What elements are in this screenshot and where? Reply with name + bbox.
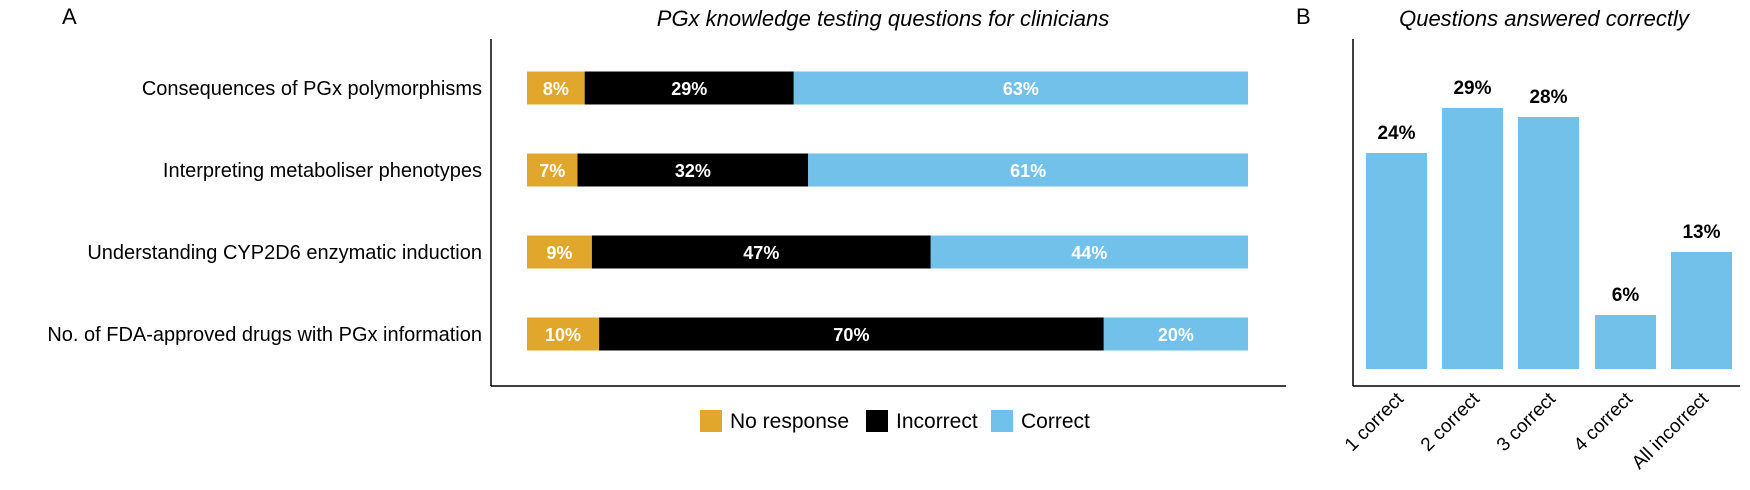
legend-label: Incorrect — [896, 410, 978, 433]
bar-value-label: 28% — [1529, 87, 1567, 108]
category-label: No. of FDA-approved drugs with PGx infor… — [47, 324, 482, 346]
segment-value-label: 63% — [1003, 79, 1039, 99]
panel-b-x-tick-labels: 1 correct 2 correct 3 correct 4 correctAll … — [1341, 388, 1714, 474]
panel-a: A PGx knowledge testing questions for cl… — [47, 4, 1286, 433]
segment-value-label: 61% — [1010, 161, 1046, 181]
segment-value-label: 32% — [675, 161, 711, 181]
bar — [1671, 252, 1732, 369]
legend-label: No response — [730, 410, 849, 433]
panel-a-letter: A — [62, 4, 77, 29]
bar-segment-no-response — [527, 153, 578, 187]
bar — [1442, 108, 1503, 369]
legend-label: Correct — [1021, 410, 1090, 433]
bar-segment-no-response — [527, 235, 592, 269]
panel-b-title: Questions answered correctly — [1399, 6, 1691, 31]
category-label: Interpreting metaboliser phenotypes — [163, 160, 482, 182]
legend-swatch — [866, 410, 888, 432]
x-tick-label: 2 correct — [1417, 388, 1485, 456]
segment-value-label: 10% — [545, 325, 581, 345]
bar-segment-incorrect — [599, 317, 1104, 351]
bar-segment-incorrect — [577, 153, 809, 187]
segment-value-label: 9% — [546, 243, 572, 263]
segment-value-label: 47% — [743, 243, 779, 263]
bar-segment-correct — [1103, 317, 1248, 351]
panel-a-title: PGx knowledge testing questions for clin… — [657, 6, 1109, 31]
segment-value-label: 20% — [1158, 325, 1194, 345]
segment-value-label: 8% — [543, 79, 569, 99]
segment-value-label: 70% — [833, 325, 869, 345]
bar-segment-correct — [808, 153, 1248, 187]
bar-value-label: 24% — [1377, 123, 1415, 144]
segment-value-label: 7% — [539, 161, 565, 181]
legend-swatch — [991, 410, 1013, 432]
category-label: Consequences of PGx polymorphisms — [142, 78, 482, 100]
bar — [1366, 153, 1427, 369]
x-tick-label: All incorrect — [1628, 388, 1714, 474]
bar — [1518, 117, 1579, 369]
bar-segment-correct — [930, 235, 1248, 269]
x-tick-label: 1 correct — [1341, 388, 1409, 456]
bar — [1595, 315, 1656, 369]
bar-segment-incorrect — [591, 235, 931, 269]
legend: No response Incorrect Correct — [700, 410, 1090, 433]
panel-a-bars: 8% 29% 63% 7% 32% 61% 9% 47% 44% 10% 70% 20% — [527, 71, 1248, 351]
x-tick-label: 4 correct — [1570, 388, 1638, 456]
bar-value-label: 29% — [1453, 78, 1491, 99]
legend-swatch — [700, 410, 722, 432]
category-label: Understanding CYP2D6 enzymatic induction — [87, 242, 482, 264]
bar-segment-no-response — [527, 71, 585, 105]
x-tick-label: 3 correct — [1493, 388, 1561, 456]
bar-segment-incorrect — [584, 71, 794, 105]
bar-value-label: 13% — [1682, 222, 1720, 243]
panel-b: B Questions answered correctly 24% 29% 28%… — [1296, 4, 1740, 474]
segment-value-label: 29% — [671, 79, 707, 99]
panel-b-bars: 24% 29% 28% 6% 13% — [1366, 78, 1732, 369]
panel-b-letter: B — [1296, 4, 1311, 29]
bar-segment-correct — [793, 71, 1248, 105]
bar-value-label: 6% — [1612, 285, 1640, 306]
bar-segment-no-response — [527, 317, 600, 351]
panel-a-category-labels: Consequences of PGx polymorphisms Interpr… — [47, 78, 482, 346]
segment-value-label: 44% — [1071, 243, 1107, 263]
